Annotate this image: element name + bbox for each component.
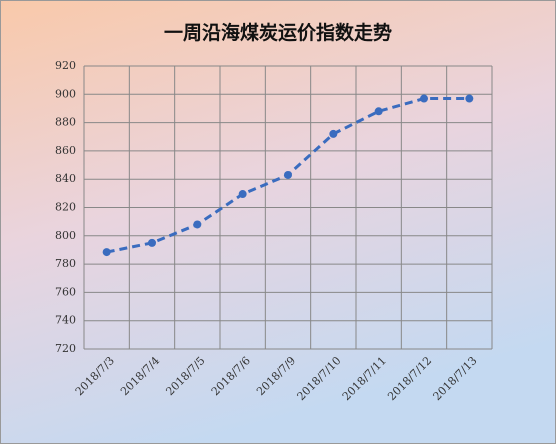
y-tick-label: 820 — [55, 201, 76, 214]
data-point — [374, 107, 383, 116]
y-tick-label: 760 — [55, 285, 76, 298]
y-tick-label: 740 — [55, 314, 76, 327]
data-point — [193, 220, 202, 229]
data-point — [465, 94, 474, 103]
data-point — [238, 190, 247, 199]
data-point — [284, 170, 292, 179]
y-tick-label: 860 — [55, 144, 76, 157]
data-point — [420, 94, 428, 103]
data-point — [148, 238, 156, 247]
data-point — [329, 129, 338, 138]
y-tick-label: 900 — [55, 87, 76, 100]
y-tick-label: 780 — [55, 257, 76, 270]
y-tick-label: 920 — [55, 59, 76, 72]
y-tick-label: 800 — [55, 229, 76, 242]
y-tick-label: 840 — [55, 172, 76, 185]
chart-title: 一周沿海煤炭运价指数走势 — [164, 21, 392, 44]
y-tick-label: 880 — [55, 116, 76, 129]
y-tick-label: 720 — [55, 342, 76, 355]
data-point — [102, 248, 111, 257]
